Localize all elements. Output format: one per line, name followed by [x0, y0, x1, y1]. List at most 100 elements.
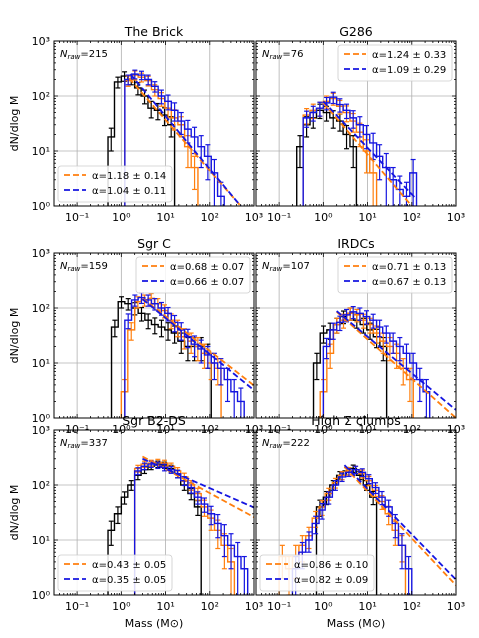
fit-line-orange [343, 466, 456, 586]
legend: α=0.86 ± 0.10 α=0.82 ± 0.09 [259, 554, 375, 592]
y-tick-label: 10³ [32, 247, 50, 260]
y-axis-label: dN/dlog M [8, 485, 21, 541]
legend-box [337, 44, 453, 82]
y-tick-label: 10¹ [32, 357, 50, 370]
n-raw-label: Nraw=222 [262, 438, 310, 450]
legend-box [259, 554, 375, 592]
legend: α=0.71 ± 0.13 α=0.67 ± 0.13 [337, 256, 453, 294]
axes-frame [53, 40, 255, 207]
y-tick-label: 10² [32, 479, 50, 492]
legend-entry: α=0.66 ± 0.07 [170, 277, 244, 288]
x-tick-label: 10³ [245, 211, 263, 224]
legend: α=1.24 ± 0.33 α=1.09 ± 0.29 [337, 44, 453, 82]
data-layer [312, 306, 456, 418]
histogram-black [110, 301, 212, 418]
axes-frame [255, 429, 457, 596]
axes-frame [53, 429, 255, 596]
axes-frame [255, 252, 457, 419]
legend: α=0.43 ± 0.05 α=0.35 ± 0.05 [57, 554, 173, 592]
n-raw-label: Nraw=159 [60, 261, 108, 273]
legend-entry: α=1.09 ± 0.29 [372, 65, 446, 76]
legend-entry: α=0.43 ± 0.05 [92, 560, 166, 571]
y-tick-label: 10² [32, 90, 50, 103]
data-layer [107, 455, 254, 595]
fit-line-orange [322, 102, 413, 206]
x-tick-label: 10¹ [156, 211, 174, 224]
axes-frame [255, 40, 457, 207]
ticks [53, 41, 255, 207]
legend-entry: α=0.86 ± 0.10 [294, 560, 368, 571]
x-tick-label: 10² [403, 211, 421, 224]
data-layer [107, 69, 242, 206]
x-tick-label: 10⁻¹ [267, 211, 291, 224]
panel-title: High Σ clumps [311, 413, 400, 428]
y-tick-label: 10⁰ [32, 200, 51, 213]
y-tick-label: 10² [32, 302, 50, 315]
data-layer [110, 292, 254, 418]
y-axis-label: dN/dlog M [8, 308, 21, 364]
y-tick-label: 10⁰ [32, 589, 51, 602]
legend: α=1.18 ± 0.14 α=1.04 ± 0.11 [57, 165, 173, 203]
histogram-black [296, 109, 358, 206]
x-tick-label: 10² [201, 211, 219, 224]
fit-line-blue [142, 457, 254, 509]
x-tick-label: 10³ [245, 600, 263, 613]
panel-title: Sgr C [137, 236, 171, 251]
axes-frame [53, 252, 255, 419]
panel-0: 10⁻¹ 10⁰ 10¹ 10² 10³ 10⁰ 10¹ 10² 10³ dN/dlog M The… [8, 24, 263, 224]
legend-entry: α=0.71 ± 0.13 [372, 262, 446, 273]
histogram-blue [291, 468, 413, 595]
panel-1: 10⁻¹ 10⁰ 10¹ 10² 10³ G286 Nraw=76 α=1.24 ± 0.33… [255, 24, 465, 224]
ticks [255, 253, 457, 419]
ticks [53, 430, 255, 596]
x-tick-label: 10¹ [358, 211, 376, 224]
panel-title: Sgr B2-DS [122, 413, 186, 428]
panel-title: G286 [339, 24, 373, 39]
x-tick-label: 10⁰ [314, 600, 333, 613]
legend-entry: α=1.24 ± 0.33 [372, 50, 446, 61]
ticks [255, 41, 457, 207]
n-raw-label: Nraw=215 [60, 49, 108, 61]
n-raw-label: Nraw=76 [262, 49, 304, 61]
ticks [53, 253, 255, 419]
fit-line-blue [322, 100, 416, 199]
x-tick-label: 10⁻¹ [65, 600, 89, 613]
x-tick-label: 10¹ [156, 600, 174, 613]
x-tick-label: 10³ [447, 600, 465, 613]
fit-line-blue [129, 73, 242, 206]
x-tick-label: 10¹ [358, 600, 376, 613]
fit-line-blue [141, 298, 254, 391]
legend: α=0.68 ± 0.07 α=0.66 ± 0.07 [135, 256, 251, 294]
legend-entry: α=1.04 ± 0.11 [92, 186, 166, 197]
x-axis-label: Mass (M⊙) [327, 617, 385, 630]
x-axis-label: Mass (M⊙) [125, 617, 183, 630]
legend-box [57, 165, 173, 203]
x-tick-label: 10⁻¹ [267, 600, 291, 613]
legend-box [337, 256, 453, 294]
y-tick-label: 10¹ [32, 534, 50, 547]
legend-entry: α=1.18 ± 0.14 [92, 171, 166, 182]
data-layer [296, 91, 418, 206]
x-tick-label: 10² [403, 600, 421, 613]
data-layer [278, 464, 456, 595]
histogram-blue [124, 296, 245, 418]
fit-line-blue [336, 310, 456, 411]
x-tick-label: 10⁰ [314, 211, 333, 224]
y-tick-label: 10⁰ [32, 412, 51, 425]
x-tick-label: 10² [201, 600, 219, 613]
n-raw-label: Nraw=107 [262, 261, 310, 273]
legend-entry: α=0.68 ± 0.07 [170, 262, 244, 273]
ticks [255, 430, 457, 596]
x-tick-label: 10⁰ [112, 211, 131, 224]
panel-title: The Brick [124, 24, 184, 39]
panel-title: IRDCs [337, 236, 374, 251]
x-tick-label: 10⁻¹ [65, 211, 89, 224]
y-axis-label: dN/dlog M [8, 96, 21, 152]
legend-entry: α=0.35 ± 0.05 [92, 575, 166, 586]
x-tick-label: 10³ [447, 211, 465, 224]
